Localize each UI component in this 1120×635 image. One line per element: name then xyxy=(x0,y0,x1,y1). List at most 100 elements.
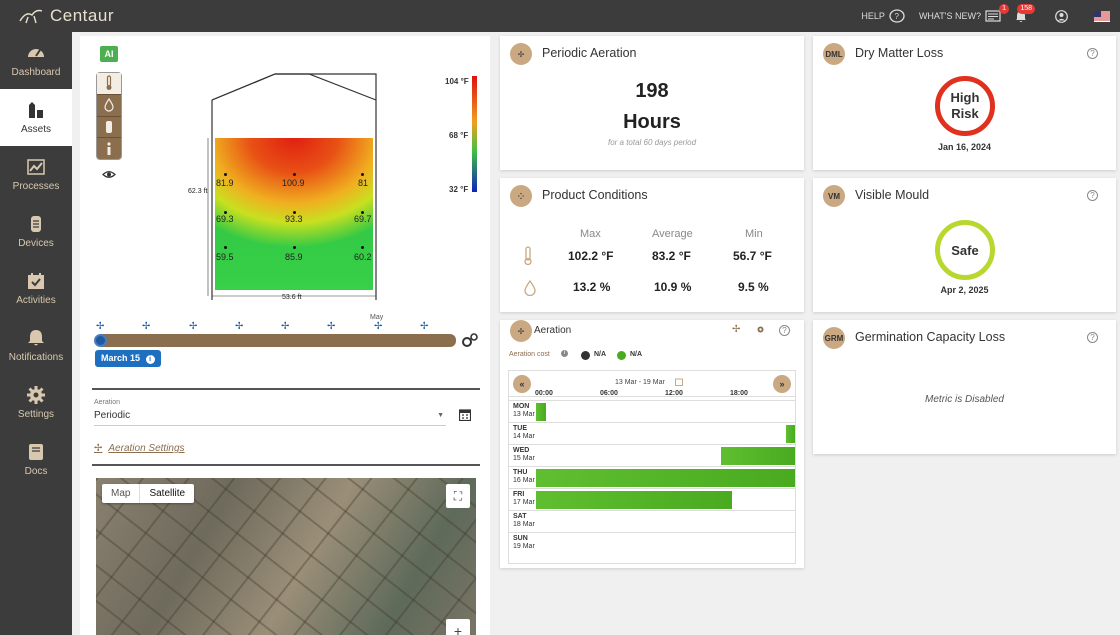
logo[interactable]: Centaur xyxy=(18,6,114,26)
sensor-temp-label: 60.2 xyxy=(354,252,372,262)
help-button[interactable]: HELP ? xyxy=(861,9,905,23)
help-icon[interactable]: ? xyxy=(1087,190,1098,201)
fullscreen-button[interactable]: ⛶ xyxy=(446,484,470,508)
sidebar-item-label: Devices xyxy=(18,238,54,249)
sensor-dot xyxy=(361,173,364,176)
aeration-event-icon[interactable]: ✢ xyxy=(96,321,105,332)
sidebar-item-processes[interactable]: Processes xyxy=(0,146,72,203)
map-tab[interactable]: Map xyxy=(111,488,131,499)
satellite-tab[interactable]: Satellite xyxy=(139,484,194,503)
aeration-event-icon[interactable]: ✢ xyxy=(420,321,429,332)
help-icon[interactable]: ? xyxy=(1087,332,1098,343)
legend-dot-green xyxy=(617,351,626,360)
sidebar-item-activities[interactable]: Activities xyxy=(0,260,72,317)
fan-icon: ✢ xyxy=(510,320,532,342)
temperature-heatmap[interactable] xyxy=(215,138,373,290)
periodic-aeration-card: ✢ Periodic Aeration 198 Hours for a tota… xyxy=(500,36,804,170)
timeline-handle[interactable] xyxy=(94,334,107,347)
sidebar-item-label: Activities xyxy=(16,295,56,306)
sidebar-item-settings[interactable]: Settings xyxy=(0,374,72,431)
aeration-bar[interactable] xyxy=(721,447,795,465)
top-bar: Centaur HELP ? WHAT'S NEW? 1 158 xyxy=(0,0,1120,32)
user-button[interactable] xyxy=(1055,9,1068,23)
hour-label: 12:00 xyxy=(665,390,683,397)
day-label: SUN 19 Mar xyxy=(513,535,535,550)
card-title: Periodic Aeration xyxy=(542,46,637,60)
sensor-temp-label: 100.9 xyxy=(282,178,305,188)
aeration-bar[interactable] xyxy=(536,469,795,487)
day-label: SAT 18 Mar xyxy=(513,513,535,528)
gear-icon[interactable] xyxy=(756,325,765,334)
aeration-settings-link[interactable]: ✢ Aeration Settings xyxy=(94,443,185,454)
aeration-event-icon[interactable]: ✢ xyxy=(235,321,244,332)
mould-status: Safe xyxy=(951,242,979,258)
sidebar-item-devices[interactable]: Devices xyxy=(0,203,72,260)
risk-ring: High Risk xyxy=(935,76,995,136)
whats-new-button[interactable]: WHAT'S NEW? 1 xyxy=(919,4,1009,22)
day-label: FRI 17 Mar xyxy=(513,491,535,506)
sidebar-item-docs[interactable]: Docs xyxy=(0,431,72,488)
fullscreen-icon: ⛶ xyxy=(453,488,463,503)
sidebar-item-assets[interactable]: Assets xyxy=(0,89,72,146)
aeration-event-icon[interactable]: ✢ xyxy=(327,321,336,332)
current-date-tag[interactable]: March 15 i xyxy=(95,350,161,367)
device-icon xyxy=(31,216,41,232)
notifications-button[interactable]: 158 xyxy=(1015,3,1035,23)
aeration-period-note: for a total 60 days period xyxy=(607,138,697,147)
schedule-row-mon: MON 13 Mar xyxy=(509,400,795,422)
help-icon[interactable]: ? xyxy=(779,325,790,336)
info-icon: i xyxy=(561,350,568,357)
aeration-event-icon[interactable]: ✢ xyxy=(281,321,290,332)
gear-icon xyxy=(27,386,45,404)
sidebar-item-label: Settings xyxy=(17,409,55,420)
satellite-map[interactable]: Map Satellite ⛶ + xyxy=(96,478,476,635)
ai-badge[interactable]: AI xyxy=(100,46,118,62)
aeration-mode-value: Periodic xyxy=(94,410,131,421)
previous-week-button[interactable]: « xyxy=(513,375,531,393)
risk-date: Jan 16, 2024 xyxy=(937,142,992,152)
timeline-settings-button[interactable] xyxy=(461,332,479,351)
aeration-mode-label: Aeration xyxy=(94,399,121,406)
schedule-row-sat: SAT 18 Mar xyxy=(509,510,795,532)
sensor-temp-label: 69.3 xyxy=(216,214,234,224)
aeration-event-icon[interactable]: ✢ xyxy=(374,321,383,332)
cable-icon xyxy=(106,120,112,133)
aeration-event-icon[interactable]: ✢ xyxy=(142,321,151,332)
sidebar-item-notifications[interactable]: Notifications xyxy=(0,317,72,374)
cost-b-value: N/A xyxy=(630,351,643,358)
temperature-view-button[interactable] xyxy=(97,73,121,95)
card-title: Germination Capacity Loss xyxy=(855,330,1006,344)
news-icon xyxy=(985,10,1001,22)
info-view-button[interactable] xyxy=(97,138,121,159)
calendar-button[interactable] xyxy=(458,408,472,424)
fan-icon[interactable]: ✢ xyxy=(732,324,741,335)
calendar-icon[interactable] xyxy=(675,378,683,386)
help-icon: ? xyxy=(889,9,905,23)
day-label: WED 15 Mar xyxy=(513,447,535,462)
aeration-event-icon[interactable]: ✢ xyxy=(189,321,198,332)
language-selector[interactable] xyxy=(1094,10,1110,22)
sensor-temp-label: 59.5 xyxy=(216,252,234,262)
visibility-toggle[interactable] xyxy=(102,168,116,182)
card-title: Dry Matter Loss xyxy=(855,46,944,60)
thermometer-icon xyxy=(524,246,532,266)
sensor-view-button[interactable] xyxy=(97,117,121,139)
sensor-temp-label: 69.7 xyxy=(354,214,372,224)
aeration-bar[interactable] xyxy=(786,425,795,443)
hour-label: 00:00 xyxy=(535,390,553,397)
sidebar-item-dashboard[interactable]: Dashboard xyxy=(0,32,72,89)
aeration-mode-select[interactable]: Periodic ▼ xyxy=(94,410,446,426)
zoom-in-button[interactable]: + xyxy=(446,619,470,635)
book-icon xyxy=(29,444,43,460)
aeration-bar[interactable] xyxy=(536,403,546,421)
aeration-bar[interactable] xyxy=(536,491,732,509)
schedule-row-wed: WED 15 Mar xyxy=(509,444,795,466)
temp-min: 56.7 °F xyxy=(733,249,772,263)
aeration-settings-label: Aeration Settings xyxy=(108,443,185,454)
info-icon: i xyxy=(145,355,155,364)
timeline-track[interactable] xyxy=(96,334,456,347)
humidity-view-button[interactable] xyxy=(97,95,121,117)
schedule-row-tue: TUE 14 Mar xyxy=(509,422,795,444)
help-icon[interactable]: ? xyxy=(1087,48,1098,59)
next-week-button[interactable]: » xyxy=(773,375,791,393)
